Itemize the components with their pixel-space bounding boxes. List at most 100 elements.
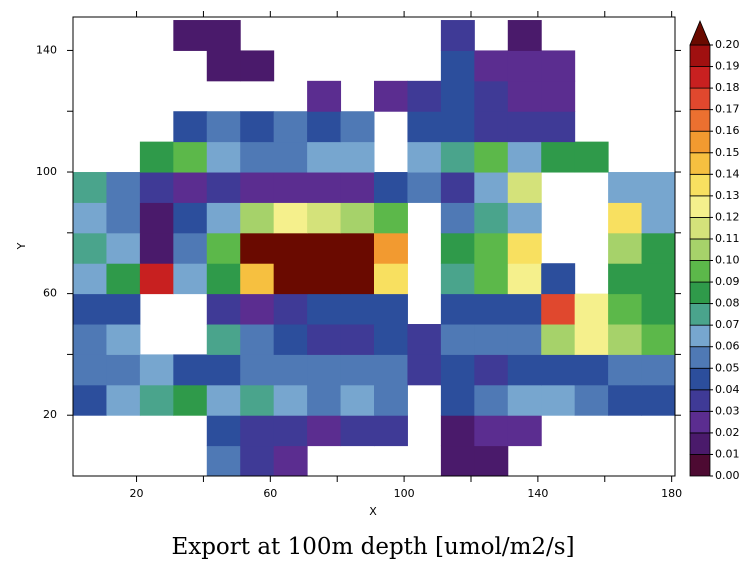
- heat-cell: [541, 50, 576, 82]
- heat-cell: [541, 354, 576, 386]
- heat-cell: [73, 202, 107, 234]
- colorbar-label: 0.01: [715, 447, 740, 460]
- heat-cell: [340, 141, 375, 173]
- heat-cell: [273, 141, 308, 173]
- heat-cell: [440, 50, 475, 82]
- heat-cell: [307, 324, 342, 355]
- colorbar-swatch: [689, 389, 711, 412]
- heat-cell: [173, 232, 208, 264]
- heat-cell: [507, 50, 542, 82]
- heat-cell: [374, 172, 408, 203]
- heat-cell: [173, 172, 208, 203]
- y-tick-label: 60: [43, 287, 57, 300]
- heat-cell: [73, 232, 107, 264]
- heat-cell: [474, 384, 509, 416]
- heat-cell: [173, 263, 208, 295]
- heat-cell: [407, 324, 442, 355]
- heat-cell: [374, 263, 408, 295]
- x-axis-label: X: [369, 505, 377, 518]
- heat-cell: [340, 232, 375, 264]
- heat-cell: [507, 324, 542, 355]
- colorbar-swatch: [689, 324, 711, 348]
- heat-cell: [106, 354, 141, 386]
- heat-cell: [106, 172, 141, 203]
- heat-cell: [641, 293, 676, 325]
- heat-cell: [206, 20, 241, 51]
- heat-cell: [307, 232, 342, 264]
- heat-cell: [173, 384, 208, 416]
- heat-cell: [307, 80, 342, 112]
- heat-cell: [474, 80, 509, 112]
- heat-cell: [206, 384, 241, 416]
- heat-cell: [474, 445, 509, 477]
- heat-cell: [574, 141, 609, 173]
- heat-cell: [340, 384, 375, 416]
- colorbar-label: 0.15: [715, 146, 740, 159]
- heat-cell: [139, 202, 174, 234]
- colorbar-swatch: [689, 109, 711, 132]
- heat-cell: [507, 141, 542, 173]
- heat-cell: [273, 324, 308, 355]
- y-tick-label: 100: [36, 165, 57, 178]
- heat-cell: [507, 111, 542, 143]
- heat-cell: [440, 445, 475, 477]
- heat-cell: [106, 232, 141, 264]
- colorbar-label: 0.00: [715, 469, 740, 482]
- heat-cell: [206, 50, 241, 82]
- heat-cell: [340, 324, 375, 355]
- heat-cell: [273, 415, 308, 447]
- heat-cell: [139, 141, 174, 173]
- plot-frame: [72, 16, 676, 477]
- heat-cell: [407, 354, 442, 386]
- heat-cell: [206, 111, 241, 143]
- heat-cell: [440, 415, 475, 447]
- heat-cell: [307, 293, 342, 325]
- colorbar-swatch: [689, 346, 711, 369]
- colorbar-label: 0.17: [715, 103, 740, 116]
- heat-cell: [440, 172, 475, 203]
- heat-cell: [474, 172, 509, 203]
- heat-cell: [608, 384, 643, 416]
- heat-cell: [507, 80, 542, 112]
- heat-cell: [273, 354, 308, 386]
- heat-cell: [507, 293, 542, 325]
- heat-cell: [240, 354, 275, 386]
- heat-cell: [139, 172, 174, 203]
- y-tick-label: 140: [36, 43, 57, 56]
- heat-cell: [206, 232, 241, 264]
- heat-cell: [474, 50, 509, 82]
- colorbar-swatch: [689, 152, 711, 175]
- heat-cell: [474, 354, 509, 386]
- heat-cell: [440, 384, 475, 416]
- heat-cell: [106, 384, 141, 416]
- heat-cell: [240, 445, 275, 477]
- colorbar-swatch: [689, 173, 711, 197]
- heat-cell: [541, 384, 576, 416]
- colorbar-label: 0.05: [715, 361, 740, 374]
- heat-cell: [273, 111, 308, 143]
- heat-cell: [173, 20, 208, 51]
- heat-cell: [608, 263, 643, 295]
- heat-cell: [641, 324, 676, 355]
- heat-cell: [641, 202, 676, 234]
- heat-cell: [541, 141, 576, 173]
- heat-cell: [507, 20, 542, 51]
- heat-cell: [307, 384, 342, 416]
- heat-cell: [641, 354, 676, 386]
- heat-cell: [206, 415, 241, 447]
- heat-cell: [440, 354, 475, 386]
- chart-title: Export at 100m depth [umol/m2/s]: [171, 534, 574, 560]
- heat-cell: [307, 415, 342, 447]
- heat-cell: [206, 445, 241, 477]
- colorbar-label: 0.10: [715, 254, 740, 267]
- colorbar-label: 0.06: [715, 340, 740, 353]
- heat-cell: [106, 293, 141, 325]
- colorbar-swatch: [689, 44, 711, 67]
- colorbar-label: 0.14: [715, 167, 740, 180]
- x-tick-label: 140: [527, 487, 548, 500]
- heat-cell: [574, 354, 609, 386]
- heat-cell: [307, 354, 342, 386]
- colorbar-label: 0.03: [715, 404, 740, 417]
- colorbar-swatch: [689, 238, 711, 261]
- heat-cell: [374, 415, 408, 447]
